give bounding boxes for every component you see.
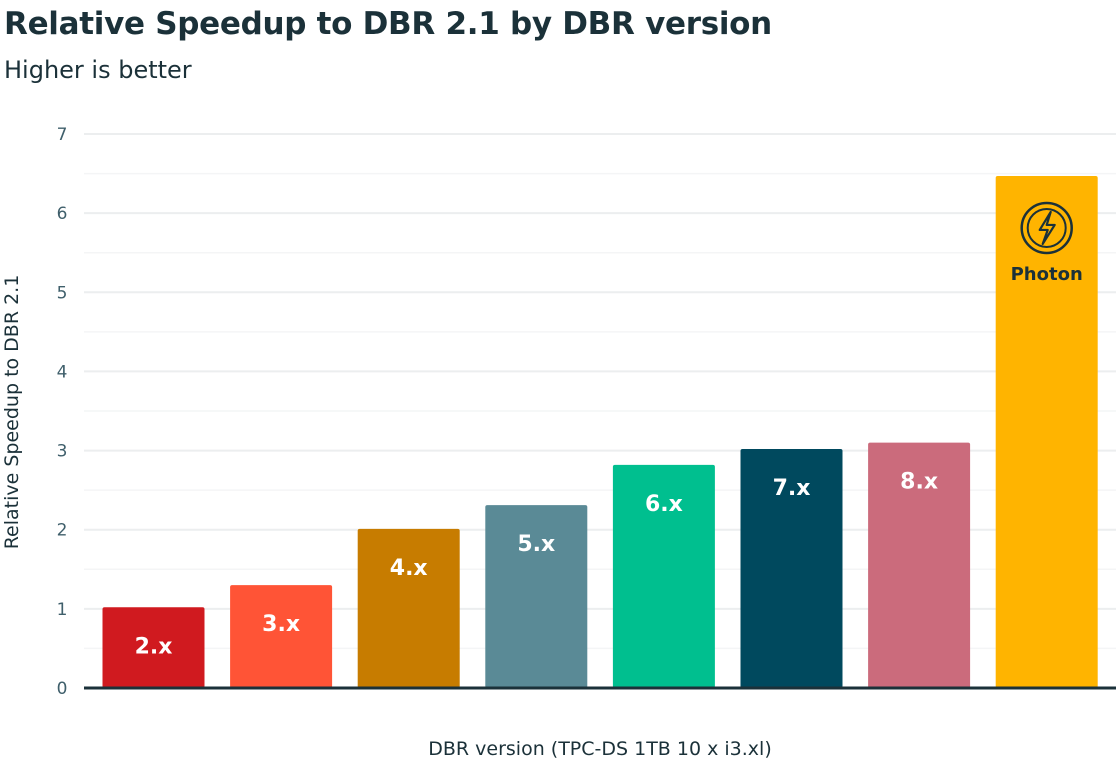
bar-8-x — [868, 442, 971, 688]
bar-photon — [995, 175, 1098, 689]
bar-label: 2.x — [135, 634, 173, 659]
bar-7-x — [740, 448, 843, 688]
chart-title: Relative Speedup to DBR 2.1 by DBR versi… — [4, 6, 772, 42]
bars: 2.x 3.x 4.x 5.x 6.x 7.x 8.x Photon — [102, 175, 1098, 689]
bar-5-x — [485, 505, 588, 688]
y-tick-label: 6 — [57, 204, 68, 224]
y-tick-label: 3 — [57, 442, 68, 462]
y-axis-label: Relative Speedup to DBR 2.1 — [1, 275, 23, 550]
gridlines — [84, 133, 1116, 650]
bar-label: 7.x — [773, 476, 811, 501]
bar-3-x — [230, 585, 333, 688]
bar-label-photon: Photon — [1011, 264, 1083, 285]
x-axis-label: DBR version (TPC-DS 1TB 10 x i3.xl) — [428, 738, 771, 760]
bar-2-x — [102, 607, 205, 688]
bar-label: 8.x — [900, 470, 938, 495]
bar-4-x — [357, 528, 460, 688]
bar-6-x — [612, 464, 715, 688]
y-tick-label: 0 — [57, 679, 68, 699]
bar-label: 3.x — [262, 612, 300, 637]
y-tick-label: 2 — [57, 521, 68, 541]
y-tick-label: 7 — [57, 125, 68, 145]
y-tick-label: 5 — [57, 283, 68, 303]
bar-label: 6.x — [645, 492, 683, 517]
lightning-bolt-icon — [1020, 201, 1073, 255]
y-tick-label: 4 — [57, 362, 68, 382]
bar-label: 5.x — [517, 532, 555, 557]
y-tick-label: 1 — [57, 600, 68, 620]
chart-subtitle: Higher is better — [4, 56, 192, 84]
y-axis-ticks: 0 1 2 3 4 5 6 7 — [57, 125, 68, 699]
bar-label: 4.x — [390, 556, 428, 581]
